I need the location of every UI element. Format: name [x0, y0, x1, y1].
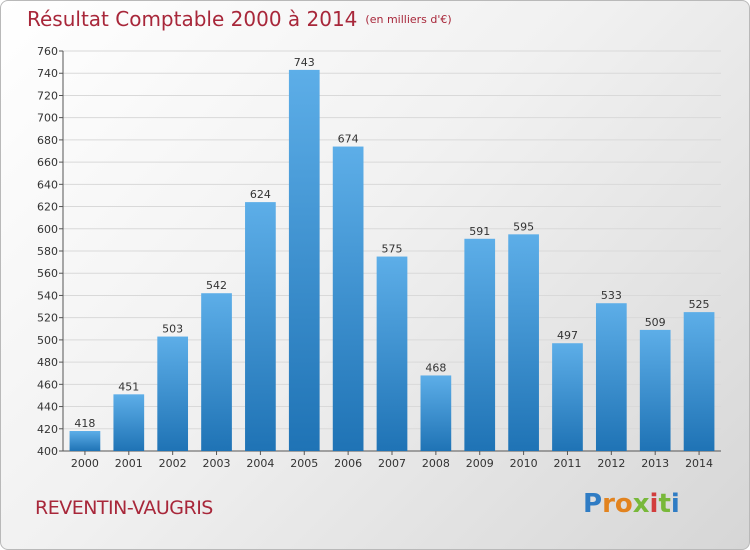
value-label-2005: 743 — [294, 56, 315, 69]
bar-2012 — [595, 303, 627, 451]
bar-2011 — [552, 343, 583, 451]
bar-2014 — [683, 312, 715, 451]
x-tick-label-2011: 2011 — [553, 457, 581, 470]
x-tick-label-2003: 2003 — [203, 457, 231, 470]
y-tick-label: 640 — [37, 178, 58, 191]
chart-title: Résultat Comptable 2000 à 2014 (en millie… — [27, 7, 452, 31]
value-label-2003: 542 — [206, 279, 227, 292]
y-tick-label: 600 — [37, 223, 58, 236]
place-name: REVENTIN-VAUGRIS — [35, 497, 213, 519]
value-label-2012: 533 — [601, 289, 622, 302]
x-tick-label-2007: 2007 — [378, 457, 406, 470]
bar-2004 — [245, 202, 276, 451]
bar-2003 — [201, 293, 232, 451]
y-tick-label: 740 — [37, 67, 58, 80]
y-tick-label: 720 — [37, 89, 58, 102]
y-tick-label: 760 — [37, 45, 58, 58]
y-tick-label: 520 — [37, 312, 58, 325]
bar-2008 — [420, 375, 452, 451]
value-label-2011: 497 — [557, 329, 578, 342]
y-tick-label: 540 — [37, 289, 58, 302]
value-label-2008: 468 — [425, 361, 446, 374]
axes: 400 420 440 460 480 500 520 540 560 580 600 620 640 6… — [37, 45, 721, 458]
chart-subtitle: (en milliers d'€) — [365, 13, 452, 26]
y-tick-label: 560 — [37, 267, 58, 280]
y-tick-label: 660 — [37, 156, 58, 169]
x-tick-label-2005: 2005 — [290, 457, 318, 470]
y-tick-label: 580 — [37, 245, 58, 258]
proxiti-logo: Proxiti — [583, 489, 680, 519]
value-label-2002: 503 — [162, 323, 183, 336]
y-tick-label: 700 — [37, 112, 58, 125]
x-tick-label-2009: 2009 — [466, 457, 494, 470]
y-tick-label: 400 — [37, 445, 58, 458]
y-tick-label: 680 — [37, 134, 58, 147]
bar-2000 — [69, 431, 101, 451]
chart-title-text: Résultat Comptable 2000 à 2014 — [27, 7, 358, 31]
x-tick-label-2012: 2012 — [597, 457, 625, 470]
bar-2010 — [508, 234, 539, 451]
value-label-2009: 591 — [469, 225, 490, 238]
labels: 418 2000 451 2001 503 2002 542 2003 624 2004 743 20… — [71, 56, 713, 470]
y-tick-label: 620 — [37, 201, 58, 214]
bar-2009 — [464, 238, 496, 451]
value-label-2006: 674 — [338, 133, 359, 146]
x-tick-label-2008: 2008 — [422, 457, 450, 470]
value-label-2007: 575 — [382, 243, 403, 256]
x-tick-label-2013: 2013 — [641, 457, 669, 470]
value-label-2014: 525 — [689, 298, 710, 311]
x-tick-label-2000: 2000 — [71, 457, 99, 470]
value-label-2004: 624 — [250, 188, 271, 201]
value-label-2000: 418 — [74, 417, 95, 430]
y-tick-label: 460 — [37, 378, 58, 391]
value-label-2013: 509 — [645, 316, 666, 329]
bar-2007 — [376, 256, 408, 451]
y-tick-label: 420 — [37, 423, 58, 436]
y-tick-label: 440 — [37, 401, 58, 414]
bar-2006 — [332, 146, 364, 452]
bars — [69, 69, 715, 452]
x-tick-label-2004: 2004 — [246, 457, 274, 470]
y-tick-label: 480 — [37, 356, 58, 369]
bar-2002 — [157, 336, 189, 451]
value-label-2010: 595 — [513, 220, 534, 233]
x-tick-label-2002: 2002 — [159, 457, 187, 470]
bar-2001 — [113, 394, 145, 451]
value-label-2001: 451 — [118, 380, 139, 393]
x-tick-label-2010: 2010 — [510, 457, 538, 470]
x-tick-label-2001: 2001 — [115, 457, 143, 470]
x-tick-label-2006: 2006 — [334, 457, 362, 470]
bar-2005 — [288, 69, 320, 451]
bar-2013 — [639, 329, 671, 451]
x-tick-label-2014: 2014 — [685, 457, 713, 470]
y-tick-label: 500 — [37, 334, 58, 347]
